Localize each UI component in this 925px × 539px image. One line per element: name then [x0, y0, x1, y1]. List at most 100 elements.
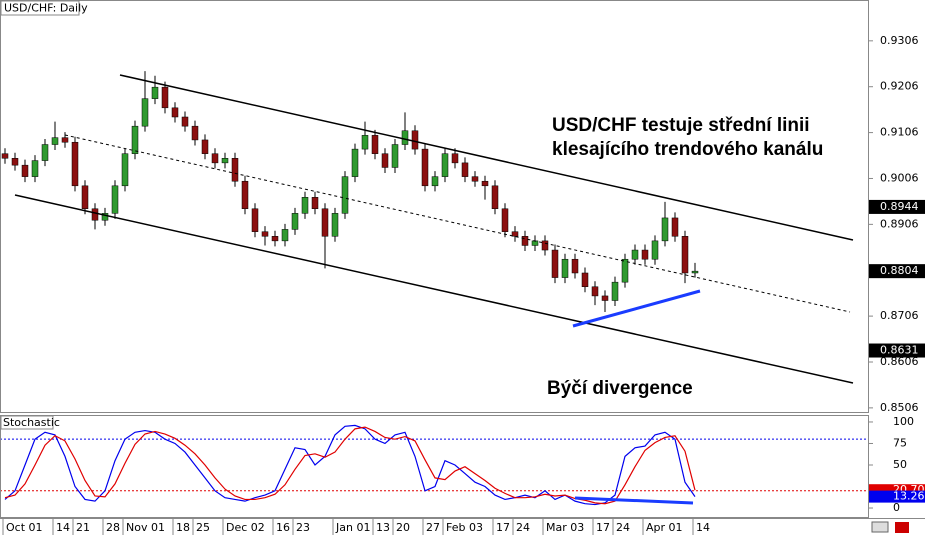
- candle-body: [301, 197, 309, 214]
- x-tick-label: 13: [376, 521, 390, 534]
- price-marker-label: 0.8944: [880, 200, 919, 213]
- candle-body: [291, 213, 299, 230]
- candle-body: [61, 137, 69, 143]
- x-tick-label: 28: [106, 521, 120, 534]
- candle-body: [601, 295, 609, 301]
- divergence-line: [572, 289, 701, 328]
- x-tick-label: 21: [76, 521, 90, 534]
- candle-body: [51, 137, 59, 145]
- chart-title: USD/CHF: Daily: [4, 2, 88, 15]
- x-tick-label: 20: [396, 521, 410, 534]
- annotation: USD/CHF testuje střední linii: [552, 115, 810, 136]
- candle-body: [331, 213, 339, 237]
- last-marker-label: 13.26: [893, 490, 925, 503]
- y-tick-label: 0.8506: [880, 401, 919, 414]
- y-tick-label: 0.9306: [880, 34, 919, 47]
- candle-body: [171, 107, 179, 118]
- y-tick-label: 0.9006: [880, 171, 919, 184]
- x-tick-label: Jan 01: [335, 521, 370, 534]
- y-tick-label: 100: [893, 415, 914, 428]
- candle-body: [651, 240, 659, 260]
- candle-body: [501, 208, 509, 232]
- candle-body: [261, 231, 269, 237]
- candle-body: [471, 176, 479, 182]
- candle-body: [691, 270, 699, 274]
- candle-body: [631, 249, 639, 260]
- candle-body: [131, 125, 139, 154]
- candle-body: [71, 141, 79, 187]
- price-marker: [869, 199, 925, 214]
- x-tick-label: Oct 01: [6, 521, 43, 534]
- title-box: [0, 415, 54, 430]
- title-box: [0, 0, 80, 16]
- candle-body: [121, 153, 129, 187]
- candle-body: [621, 258, 629, 283]
- x-tick-label: 14: [56, 521, 70, 534]
- stoch-frame: [0, 415, 869, 518]
- candle-body: [151, 86, 159, 99]
- candle-body: [611, 281, 619, 301]
- candle-body: [371, 135, 379, 154]
- candle-body: [591, 286, 599, 297]
- candle-body: [141, 98, 149, 127]
- candle-body: [191, 125, 199, 141]
- candle-body: [271, 236, 279, 242]
- x-tick-label: 14: [696, 521, 710, 534]
- candle-body: [421, 148, 429, 187]
- price-marker: [869, 343, 925, 358]
- candle-body: [461, 162, 469, 177]
- candle-body: [351, 148, 359, 177]
- candle-body: [41, 144, 49, 161]
- x-tick-label: Apr 01: [646, 521, 683, 534]
- candle-body: [561, 258, 569, 278]
- price-marker-label: 0.8804: [880, 264, 919, 277]
- stoch-title: Stochastic: [3, 416, 60, 429]
- candle-body: [381, 153, 389, 168]
- candle-body: [681, 236, 689, 274]
- candle-body: [441, 153, 449, 177]
- candle-body: [311, 197, 319, 210]
- y-tick-label: 0.9106: [880, 126, 919, 139]
- candle-body: [201, 139, 209, 154]
- icon[interactable]: [895, 522, 909, 533]
- candle-body: [181, 116, 189, 127]
- candle-body: [521, 236, 529, 246]
- candle-body: [671, 217, 679, 237]
- candle-body: [321, 208, 329, 237]
- channel-upper: [119, 74, 854, 241]
- x-tick-label: 24: [516, 521, 530, 534]
- candle-body: [241, 180, 249, 210]
- x-tick-label: 27: [426, 521, 440, 534]
- candle-body: [431, 176, 439, 187]
- candle-body: [11, 158, 19, 166]
- candle-body: [91, 208, 99, 221]
- y-tick-label: 0.8706: [880, 309, 919, 322]
- x-tick-label: 23: [296, 521, 310, 534]
- candle-body: [21, 164, 29, 177]
- x-tick-label: 24: [616, 521, 630, 534]
- x-tick-label: Mar 03: [546, 521, 584, 534]
- x-tick-label: Nov 01: [126, 521, 165, 534]
- candle-body: [581, 272, 589, 287]
- candle-body: [391, 144, 399, 168]
- candle-body: [221, 158, 229, 164]
- candle-body: [211, 153, 219, 164]
- candle-body: [1, 153, 9, 159]
- y-tick-label: 0.8906: [880, 217, 919, 230]
- y-tick-label: 0.8606: [880, 355, 919, 368]
- candle-body: [281, 229, 289, 242]
- y-tick-label: 50: [893, 458, 907, 471]
- candle-body: [661, 217, 669, 242]
- icon[interactable]: [871, 521, 889, 533]
- y-tick-label: 0: [893, 501, 900, 514]
- candle-body: [361, 135, 369, 150]
- candle-body: [411, 130, 419, 150]
- x-tick-label: 17: [596, 521, 610, 534]
- divergence-line: [574, 496, 694, 505]
- candle-body: [101, 213, 109, 221]
- candle-body: [551, 249, 559, 278]
- candle-body: [341, 176, 349, 214]
- channel-lower: [14, 194, 854, 384]
- y-tick-label: 75: [893, 436, 907, 449]
